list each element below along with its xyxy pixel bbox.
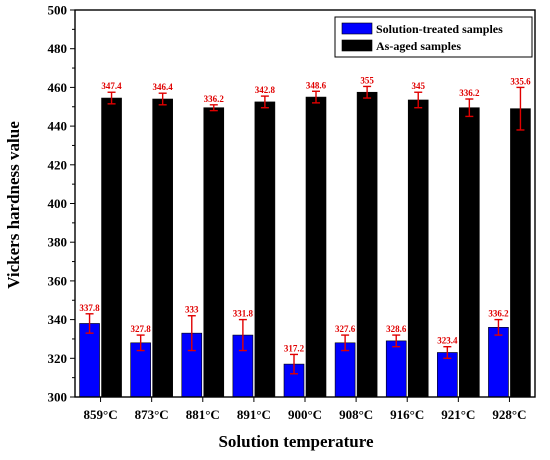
data-label-solution-8: 336.2 xyxy=(488,309,509,319)
data-label-aged-3: 342.8 xyxy=(255,85,276,95)
data-label-aged-1: 346.4 xyxy=(153,82,174,92)
bars-layer xyxy=(79,91,531,398)
bar-solution-8 xyxy=(488,327,509,398)
bar-solution-6 xyxy=(385,340,407,398)
y-tick-label-8: 460 xyxy=(48,80,68,95)
data-label-aged-0: 347.4 xyxy=(101,81,122,91)
error-bar-aged-7 xyxy=(465,98,474,118)
error-bar-aged-3 xyxy=(260,95,269,109)
error-bar-aged-2 xyxy=(209,104,218,112)
x-tick-label-1: 873°C xyxy=(135,407,169,422)
error-bar-aged-5 xyxy=(363,85,372,99)
plot-frame xyxy=(74,9,536,398)
data-label-aged-8: 335.6 xyxy=(510,76,531,86)
bar-aged-7 xyxy=(459,107,480,398)
x-tick-label-2: 881°C xyxy=(186,407,220,422)
error-bar-solution-0 xyxy=(85,313,94,334)
y-tick-label-1: 320 xyxy=(48,351,68,366)
data-label-solution-1: 327.8 xyxy=(131,324,152,334)
x-tick-label-4: 900°C xyxy=(288,407,322,422)
y-tick-label-2: 340 xyxy=(48,312,68,327)
x-tick-label-5: 908°C xyxy=(339,407,373,422)
error-bar-solution-3 xyxy=(238,318,247,352)
data-label-aged-6: 345 xyxy=(411,81,425,91)
y-tick-label-0: 300 xyxy=(48,390,68,405)
bar-aged-8 xyxy=(510,108,531,398)
data-label-aged-5: 355 xyxy=(360,75,374,85)
x-tick-label-6: 916°C xyxy=(390,407,424,422)
y-tick-label-5: 400 xyxy=(48,196,68,211)
data-label-solution-4: 317.2 xyxy=(284,343,305,353)
error-bar-aged-8 xyxy=(516,86,525,131)
error-bar-solution-8 xyxy=(494,318,503,336)
legend: Solution-treated samples As-aged samples xyxy=(334,16,533,58)
x-tick-label-3: 891°C xyxy=(237,407,271,422)
error-bar-solution-1 xyxy=(136,334,145,352)
x-tick-label-8: 928°C xyxy=(492,407,526,422)
bar-aged-3 xyxy=(254,101,276,398)
y-tick-label-7: 440 xyxy=(48,119,68,134)
data-label-aged-4: 348.6 xyxy=(306,80,327,90)
y-tick-label-3: 360 xyxy=(48,273,68,288)
error-bar-solution-6 xyxy=(392,334,401,348)
error-bar-aged-6 xyxy=(414,91,423,109)
data-label-solution-3: 331.8 xyxy=(233,309,254,319)
error-bar-aged-1 xyxy=(158,92,167,106)
error-bar-solution-5 xyxy=(341,334,350,352)
data-label-solution-7: 323.4 xyxy=(437,336,458,346)
axes-layer: 859°C 873°C 881°C 891°C 900°C 908°C 916°C 921°C… xyxy=(48,3,536,422)
error-bar-solution-2 xyxy=(187,315,196,352)
error-bar-aged-4 xyxy=(312,90,320,104)
error-bars-layer xyxy=(85,85,525,375)
y-tick-label-9: 480 xyxy=(48,41,68,56)
y-tick-label-10: 500 xyxy=(48,3,68,18)
data-label-aged-7: 336.2 xyxy=(459,88,480,98)
error-bar-solution-4 xyxy=(290,353,298,375)
y-axis-title: Vickers hardness value xyxy=(4,121,23,289)
bar-aged-6 xyxy=(407,99,429,398)
error-bar-aged-0 xyxy=(107,91,116,105)
bar-aged-0 xyxy=(101,97,122,398)
legend-label-solution: Solution-treated samples xyxy=(376,22,503,36)
data-label-solution-6: 328.6 xyxy=(386,324,407,334)
data-label-solution-0: 337.8 xyxy=(79,303,100,313)
data-label-solution-5: 327.6 xyxy=(335,324,356,334)
data-label-solution-2: 333 xyxy=(185,305,199,315)
y-tick-label-4: 380 xyxy=(48,235,68,250)
x-tick-label-0: 859°C xyxy=(84,407,118,422)
data-label-aged-2: 336.2 xyxy=(204,94,225,104)
legend-swatch-solution xyxy=(341,22,373,35)
x-axis-title: Solution temperature xyxy=(218,432,373,451)
bar-solution-0 xyxy=(79,323,100,398)
data-labels-layer: 337.8 347.4 327.8 346.4 333 336.2 331.8 342.8 31… xyxy=(79,75,531,353)
bar-aged-2 xyxy=(203,107,225,398)
bar-aged-5 xyxy=(356,91,378,398)
bar-aged-4 xyxy=(305,96,327,398)
legend-swatch-aged xyxy=(341,39,373,52)
bar-solution-7 xyxy=(437,352,458,398)
bar-aged-1 xyxy=(152,98,173,398)
legend-label-aged: As-aged samples xyxy=(376,39,461,53)
error-bar-solution-7 xyxy=(443,345,452,359)
x-tick-label-7: 921°C xyxy=(441,407,475,422)
y-tick-label-6: 420 xyxy=(48,157,68,172)
